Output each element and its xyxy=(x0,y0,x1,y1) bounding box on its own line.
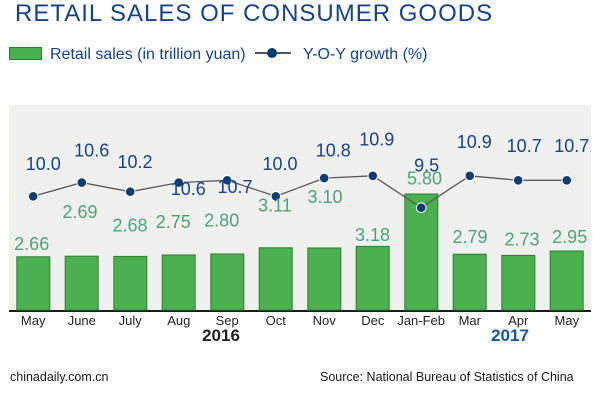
svg-text:10.0: 10.0 xyxy=(262,154,297,174)
svg-text:10.7: 10.7 xyxy=(217,177,252,197)
svg-text:10.7: 10.7 xyxy=(507,136,542,156)
svg-text:2.95: 2.95 xyxy=(552,227,587,247)
svg-text:10.7: 10.7 xyxy=(554,136,589,156)
svg-text:10.0: 10.0 xyxy=(26,154,61,174)
svg-text:10.6: 10.6 xyxy=(74,140,109,160)
svg-text:2.73: 2.73 xyxy=(504,229,539,249)
svg-text:3.18: 3.18 xyxy=(355,225,390,245)
svg-text:2.66: 2.66 xyxy=(14,234,49,254)
svg-text:10.8: 10.8 xyxy=(316,140,351,160)
svg-text:2.79: 2.79 xyxy=(452,227,487,247)
svg-text:2.68: 2.68 xyxy=(112,215,147,235)
svg-text:2.80: 2.80 xyxy=(204,210,239,230)
svg-text:3.11: 3.11 xyxy=(258,195,292,215)
svg-text:10.9: 10.9 xyxy=(457,132,492,152)
svg-text:10.6: 10.6 xyxy=(171,179,206,199)
svg-text:10.2: 10.2 xyxy=(117,152,152,172)
svg-text:9.5: 9.5 xyxy=(414,156,439,176)
svg-text:2.69: 2.69 xyxy=(62,202,97,222)
svg-text:3.10: 3.10 xyxy=(307,187,342,207)
svg-text:10.9: 10.9 xyxy=(359,130,394,150)
svg-text:2.75: 2.75 xyxy=(156,212,191,232)
